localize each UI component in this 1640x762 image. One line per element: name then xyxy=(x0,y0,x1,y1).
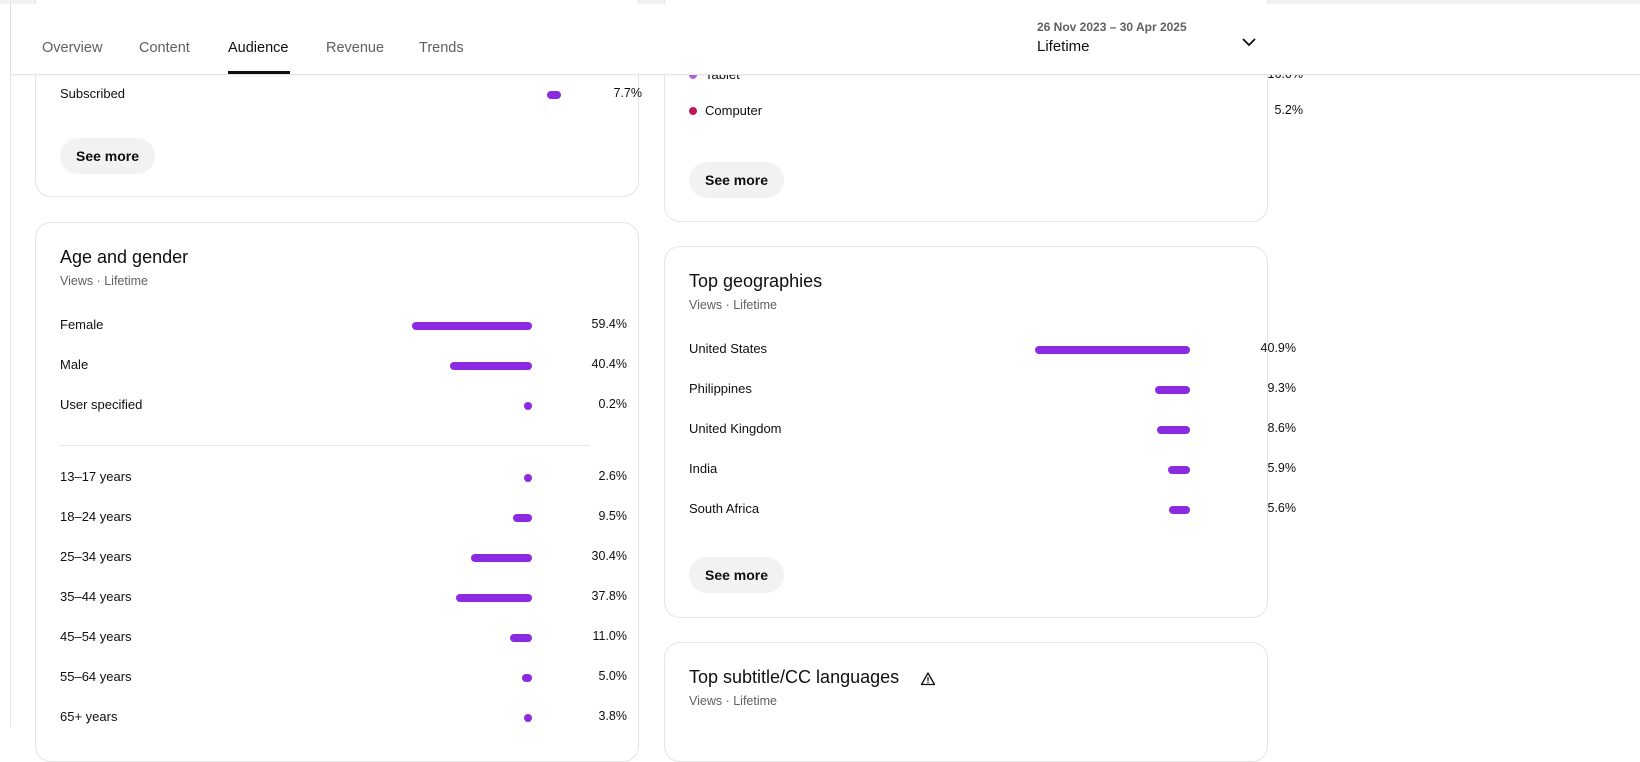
bar-35-44-years xyxy=(456,594,532,602)
bar-18-24-years xyxy=(513,514,532,522)
tab-revenue[interactable]: Revenue xyxy=(326,40,385,56)
value-user-specified: 0.2% xyxy=(598,397,628,411)
value-computer: 5.2% xyxy=(1274,103,1304,117)
section-divider xyxy=(60,445,590,446)
tab-overview[interactable]: Overview xyxy=(42,40,103,56)
warning-icon[interactable] xyxy=(920,671,936,687)
value-35-44-years: 37.8% xyxy=(591,589,627,603)
bar-south-africa xyxy=(1169,506,1190,514)
value-subscribed: 7.7% xyxy=(613,86,643,100)
bar-45-54-years xyxy=(510,634,532,642)
date-range-text: 26 Nov 2023 – 30 Apr 2025 xyxy=(1037,20,1187,34)
legend-dot-tablet xyxy=(689,71,697,79)
value-south-africa: 5.6% xyxy=(1267,501,1297,515)
row-label-united-kingdom: United Kingdom xyxy=(689,421,782,436)
value-united-states: 40.9% xyxy=(1260,341,1296,355)
active-tab-indicator xyxy=(228,71,290,74)
bar-india xyxy=(1168,466,1190,474)
row-label-female: Female xyxy=(60,317,104,332)
row-label-45-54-years: 45–54 years xyxy=(60,629,132,644)
legend-dot-computer xyxy=(689,107,697,115)
card-subtitle: Views · Lifetime xyxy=(689,694,777,708)
value-45-54-years: 11.0% xyxy=(592,629,627,643)
card-title: Top geographies xyxy=(689,271,823,291)
see-more-button[interactable]: See more xyxy=(689,557,785,593)
value-philippines: 9.3% xyxy=(1267,381,1297,395)
bar-65-years xyxy=(524,714,532,722)
row-label-55-64-years: 55–64 years xyxy=(60,669,132,684)
bar-13-17-years xyxy=(524,474,532,482)
subtitle-languages-card: Top subtitle/CC languages Views · Lifeti… xyxy=(664,642,1268,762)
row-label-computer: Computer xyxy=(705,103,763,118)
card-subtitle: Views · Lifetime xyxy=(60,274,148,288)
bar-united-kingdom xyxy=(1157,426,1190,434)
value-25-34-years: 30.4% xyxy=(591,549,627,563)
age-gender-card: Age and gender Views · Lifetime Female 59… xyxy=(35,222,639,762)
row-label-18-24-years: 18–24 years xyxy=(60,509,132,524)
chevron-down-icon[interactable] xyxy=(1239,32,1259,52)
value-65-years: 3.8% xyxy=(598,709,628,723)
row-label-25-34-years: 25–34 years xyxy=(60,549,132,564)
row-label-65-years: 65+ years xyxy=(60,709,118,724)
row-label-13-17-years: 13–17 years xyxy=(60,469,132,484)
row-label-male: Male xyxy=(60,357,89,372)
row-label-india: India xyxy=(689,461,718,476)
analytics-header: Overview Content Audience Revenue Trends… xyxy=(11,4,1640,75)
value-male: 40.4% xyxy=(591,357,627,371)
card-title: Top subtitle/CC languages xyxy=(689,667,900,687)
page-left-edge xyxy=(10,0,11,727)
bar-user-specified xyxy=(524,402,532,410)
card-subtitle: Views · Lifetime xyxy=(689,298,777,312)
tab-trends[interactable]: Trends xyxy=(419,40,464,56)
value-united-kingdom: 8.6% xyxy=(1267,421,1297,435)
bar-55-64-years xyxy=(522,674,532,682)
row-label-35-44-years: 35–44 years xyxy=(60,589,132,604)
see-more-button[interactable]: See more xyxy=(689,162,785,198)
tab-audience[interactable]: Audience xyxy=(228,40,289,56)
see-more-button[interactable]: See more xyxy=(60,138,156,174)
top-geographies-card: Top geographies Views · Lifetime See mor… xyxy=(664,246,1296,618)
bar-philippines xyxy=(1155,386,1190,394)
bar-female xyxy=(412,322,532,330)
value-18-24-years: 9.5% xyxy=(598,509,628,523)
bar-25-34-years xyxy=(471,554,532,562)
value-india: 5.9% xyxy=(1267,461,1297,475)
card-title: Age and gender xyxy=(60,247,189,267)
row-label-south-africa: South Africa xyxy=(689,501,760,516)
value-female: 59.4% xyxy=(591,317,627,331)
row-label-united-states: United States xyxy=(689,341,768,356)
value-13-17-years: 2.6% xyxy=(598,469,628,483)
row-label-user-specified: User specified xyxy=(60,397,143,412)
bar-male xyxy=(450,362,532,370)
row-label-philippines: Philippines xyxy=(689,381,752,396)
bar-united-states xyxy=(1035,346,1190,354)
bar-subscribed xyxy=(547,91,561,99)
tab-content[interactable]: Content xyxy=(139,40,190,56)
row-label-subscribed: Subscribed xyxy=(60,86,126,101)
period-label: Lifetime xyxy=(1037,38,1090,55)
value-55-64-years: 5.0% xyxy=(598,669,628,683)
